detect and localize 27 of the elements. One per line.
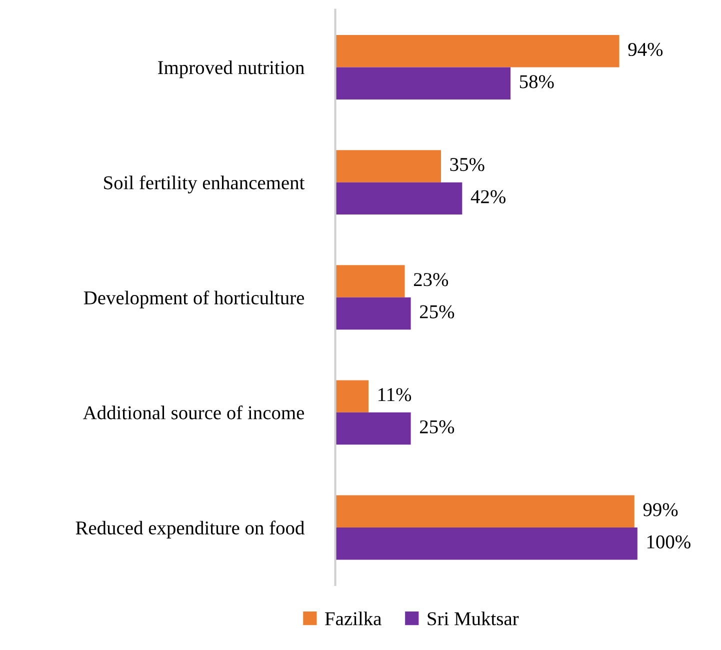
legend-label: Sri Muktsar: [428, 612, 519, 626]
bar: [335, 495, 634, 528]
data-label: 25%: [420, 420, 454, 434]
y-tick-label: Improved nutrition: [158, 60, 304, 78]
y-tick-label: Additional source of income: [82, 405, 304, 420]
bar: [335, 380, 368, 412]
legend-label: Fazilka: [325, 612, 382, 626]
data-label: 42%: [470, 190, 506, 204]
bar: [335, 527, 638, 560]
bar: [335, 265, 405, 298]
data-label: 58%: [520, 75, 554, 88]
bar: [335, 182, 462, 215]
data-label: 23%: [414, 273, 448, 286]
bar: [335, 35, 620, 68]
data-label: 94%: [628, 42, 663, 56]
y-tick-label: Reduced expenditure on food: [76, 520, 304, 538]
y-tick-label: Soil fertility enhancement: [104, 175, 305, 194]
data-label: 99%: [643, 503, 678, 516]
data-label: 100%: [647, 535, 690, 549]
y-tick-label: Development of horticulture: [84, 290, 304, 308]
data-label: 11%: [378, 388, 412, 402]
bar: [335, 412, 411, 445]
bar: [335, 150, 442, 182]
data-label: 25%: [420, 305, 454, 318]
data-label: 35%: [450, 158, 484, 172]
bar: [335, 297, 411, 330]
bar: [335, 67, 510, 100]
